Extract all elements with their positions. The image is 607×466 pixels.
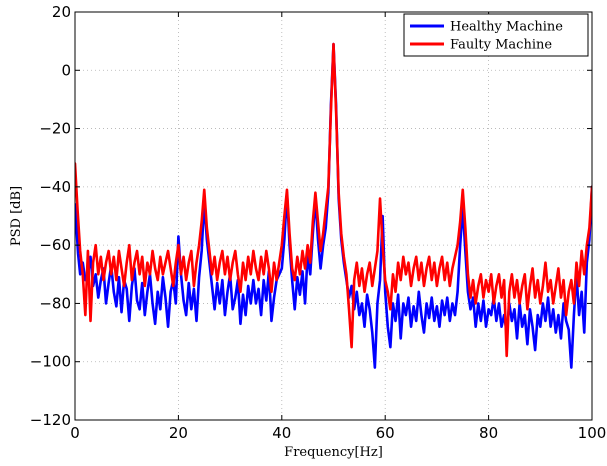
plot-area — [75, 42, 592, 369]
legend: Healthy Machine Faulty Machine — [403, 13, 589, 57]
axis-ticks: 0 20 40 60 80 100 −120 −100 −80 −60 −40 −20 0 20 — [30, 3, 607, 442]
y-tick-label: 20 — [52, 3, 71, 21]
grid — [75, 12, 592, 420]
x-tick-label: 80 — [479, 424, 498, 442]
x-tick-label: 20 — [169, 424, 188, 442]
x-tick-label: 40 — [272, 424, 291, 442]
y-tick-label: −40 — [39, 178, 71, 196]
y-tick-label: 0 — [61, 61, 71, 79]
legend-entry: Faulty Machine — [450, 38, 552, 53]
y-tick-label: −80 — [39, 294, 71, 312]
x-axis-label: Frequency[Hz] — [284, 445, 383, 460]
series-line-healthy-machine — [75, 42, 592, 369]
series-line-faulty-machine — [75, 42, 592, 358]
legend-box — [403, 13, 589, 57]
y-tick-label: −20 — [39, 120, 71, 138]
legend-entry: Healthy Machine — [450, 20, 563, 35]
y-axis-label: PSD [dB] — [9, 186, 24, 246]
y-tick-label: −60 — [39, 236, 71, 254]
x-tick-label: 100 — [578, 424, 607, 442]
x-tick-label: 0 — [70, 424, 80, 442]
y-tick-label: −100 — [30, 353, 71, 371]
y-tick-label: −120 — [30, 411, 71, 429]
x-tick-label: 60 — [376, 424, 395, 442]
plot-frame — [74, 11, 593, 421]
